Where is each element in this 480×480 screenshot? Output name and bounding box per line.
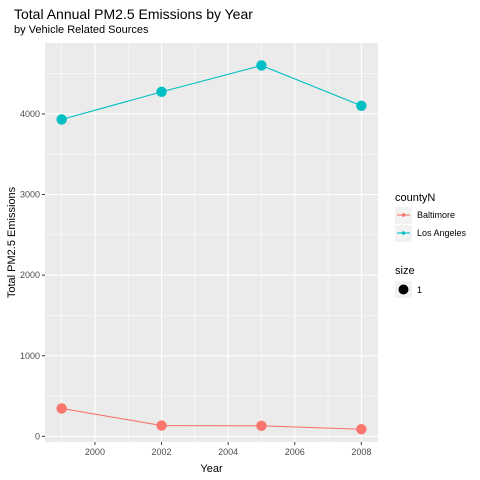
- y-tick-label: 2000: [20, 270, 40, 280]
- legend-size-title: size: [395, 265, 415, 277]
- legend: countyN Baltimore Los Angeles size 1: [395, 192, 467, 298]
- legend-size-label: 1: [417, 285, 422, 295]
- legend-label: Los Angeles: [417, 228, 467, 238]
- series-los-angeles: [56, 60, 367, 125]
- y-tick-label: 1000: [20, 351, 40, 361]
- data-point: [256, 420, 267, 432]
- chart-subtitle: by Vehicle Related Sources: [14, 24, 149, 36]
- data-point: [356, 100, 367, 111]
- data-point: [156, 86, 167, 98]
- data-point: [256, 60, 267, 71]
- y-tick-label: 0: [35, 431, 40, 441]
- legend-label: Baltimore: [417, 210, 455, 220]
- x-axis-title: Year: [200, 463, 223, 475]
- y-tick-label: 4000: [20, 109, 40, 119]
- series-baltimore: [56, 403, 367, 435]
- legend-color-items: Baltimore Los Angeles: [395, 207, 467, 242]
- series-line: [61, 64, 362, 121]
- y-axis-title: Total PM2.5 Emissions: [6, 186, 18, 298]
- legend-size-dot: [398, 284, 409, 295]
- data-point: [356, 424, 367, 435]
- x-tick-label: 2006: [285, 447, 305, 457]
- plot-panel: [45, 43, 378, 442]
- minor-gridlines: [45, 43, 378, 442]
- major-gridlines: [45, 43, 378, 442]
- data-point: [156, 420, 167, 431]
- data-point: [56, 114, 67, 125]
- legend-color-title: countyN: [395, 192, 435, 204]
- series-layer: [56, 60, 367, 435]
- x-tick-label: 2004: [218, 447, 238, 457]
- legend-key-point: [401, 231, 406, 235]
- x-tick-label: 2000: [85, 447, 105, 457]
- legend-key-point: [401, 213, 406, 217]
- data-point: [56, 403, 67, 414]
- y-tick-labels: 0 1000 2000 3000 4000: [20, 109, 45, 441]
- x-tick-label: 2002: [152, 447, 172, 457]
- chart-title: Total Annual PM2.5 Emissions by Year: [14, 6, 253, 22]
- series-line: [61, 407, 362, 430]
- x-tick-labels: 2000 2002 2004 2006 2008: [85, 442, 371, 457]
- x-tick-label: 2008: [351, 447, 371, 457]
- y-tick-label: 3000: [20, 190, 40, 200]
